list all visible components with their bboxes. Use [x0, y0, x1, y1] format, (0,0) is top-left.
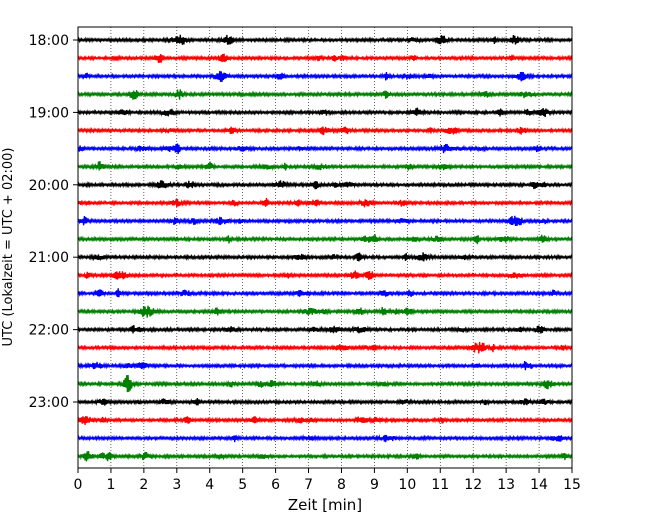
- x-tick-label: 2: [139, 477, 148, 493]
- trace-1845: [77, 89, 573, 100]
- x-axis-label: Zeit [min]: [288, 496, 362, 514]
- x-tick-label: 0: [74, 477, 83, 493]
- x-tick-label: 1: [106, 477, 115, 493]
- trace-1900: [77, 107, 573, 118]
- x-tick-label: 11: [431, 477, 449, 493]
- trace-1945: [77, 161, 573, 171]
- x-tick-label: 10: [398, 477, 416, 493]
- trace-2130: [77, 288, 573, 298]
- x-tick-label: 4: [205, 477, 214, 493]
- plot-frame: [77, 26, 573, 469]
- trace-1915: [77, 126, 573, 136]
- trace-1800: [77, 34, 573, 45]
- x-tick-label: 14: [530, 477, 548, 493]
- x-tick-label: 7: [304, 477, 313, 493]
- trace-2045: [77, 234, 573, 245]
- trace-2030: [77, 215, 573, 227]
- trace-2200: [77, 324, 573, 334]
- x-tick-label: 3: [172, 477, 181, 493]
- trace-2145: [77, 305, 573, 318]
- trace-2015: [77, 198, 573, 208]
- trace-2245: [77, 374, 573, 393]
- trace-2100: [77, 252, 573, 262]
- y-tick-label: 23:00: [29, 395, 69, 411]
- x-tick-label: 13: [497, 477, 515, 493]
- trace-2300: [77, 397, 573, 407]
- y-tick-label: 20:00: [29, 178, 69, 194]
- y-tick-label: 22:00: [29, 323, 69, 339]
- y-tick-label: 21:00: [29, 250, 69, 266]
- trace-1830: [77, 70, 573, 82]
- trace-2345: [77, 451, 573, 462]
- x-tick-label: 6: [271, 477, 280, 493]
- y-tick-label: 18:00: [29, 33, 69, 49]
- trace-2000: [77, 180, 573, 190]
- trace-2215: [77, 341, 573, 354]
- y-axis: 18:00 19:00 20:00 21:00 22:00 23:00: [29, 33, 78, 411]
- x-tick-label: 15: [563, 477, 581, 493]
- x-tick-label: 5: [238, 477, 247, 493]
- trace-layer: [77, 34, 573, 462]
- trace-2230: [77, 361, 573, 371]
- x-tick-label: 8: [337, 477, 346, 493]
- trace-1815: [77, 53, 573, 63]
- x-tick-label: 12: [464, 477, 482, 493]
- trace-2315: [77, 415, 573, 426]
- trace-1930: [77, 143, 573, 155]
- trace-2115: [77, 270, 573, 280]
- y-axis-label: UTC (Lokalzeit = UTC + 02:00): [1, 148, 16, 347]
- x-axis: 0 1 2 3 4 5 6 7 8 9 10 11 12 13 14 15: [74, 468, 581, 493]
- x-tick-label: 9: [370, 477, 379, 493]
- y-tick-label: 19:00: [29, 105, 69, 121]
- trace-2330: [77, 433, 573, 443]
